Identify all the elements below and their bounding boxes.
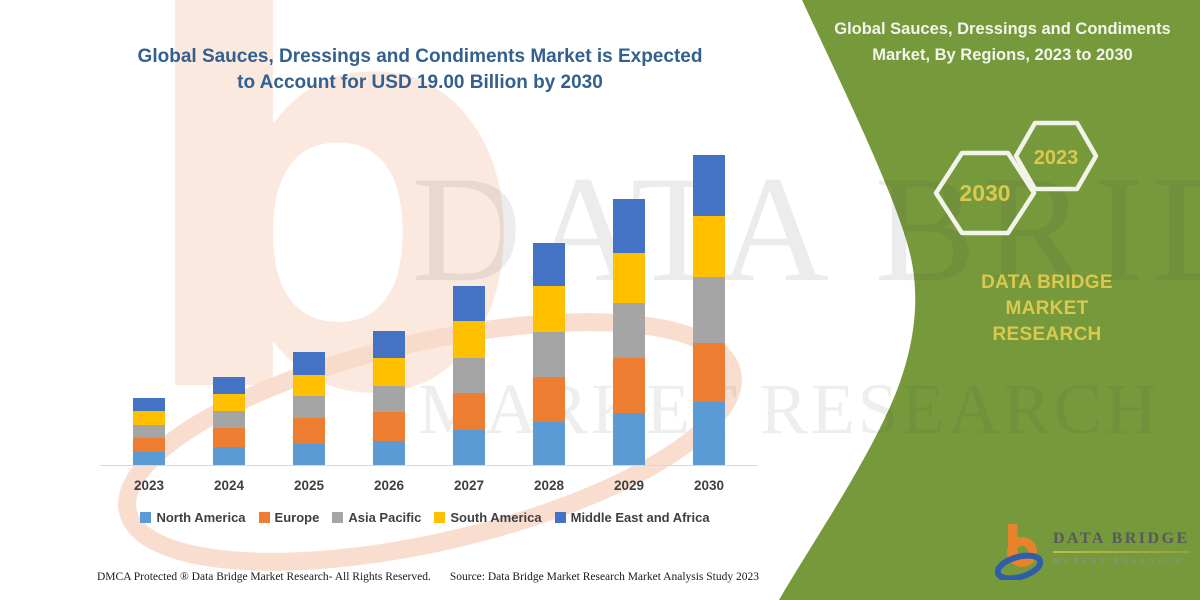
legend-item-middle-east-and-africa: Middle East and Africa	[554, 510, 710, 525]
bar-segment-2026-north-america	[373, 441, 405, 465]
bar-segment-2029-north-america	[613, 412, 645, 465]
chart-title-line1: Global Sauces, Dressings and Condiments …	[137, 46, 703, 67]
bar-segment-2025-south-america	[293, 375, 325, 396]
footer: DMCA Protected ® Data Bridge Market Rese…	[97, 571, 759, 583]
x-axis-line	[100, 465, 758, 466]
legend-swatch-icon	[140, 512, 152, 523]
logo-subtitle: MARKET RESEARCH	[1053, 556, 1186, 565]
logo-underline	[1053, 551, 1190, 553]
bar-segment-2023-south-america	[133, 411, 165, 426]
data-bridge-logo: DATA BRIDGE MARKET RESEARCH	[995, 522, 1190, 580]
right-panel-title-line2: Market, By Regions, 2023 to 2030	[872, 46, 1133, 64]
logo-title: DATA BRIDGE	[1053, 530, 1190, 547]
bar-segment-2030-south-america	[693, 216, 725, 278]
bar-segment-2023-asia-pacific	[133, 425, 165, 439]
hexagon-2030-icon	[933, 150, 1037, 236]
bar-segment-2027-north-america	[453, 429, 485, 465]
hexagon-badges: 2030 2023	[933, 120, 1099, 236]
footer-left-text: DMCA Protected ® Data Bridge Market Rese…	[97, 571, 431, 583]
hexagon-2023-icon	[1013, 120, 1099, 192]
legend-label: Europe	[274, 510, 320, 525]
right-panel-title-line1: Global Sauces, Dressings and Condiments	[834, 20, 1171, 38]
bar-segment-2029-middle-east-and-africa	[613, 199, 645, 253]
brand-text: DATA BRIDGE MARKET RESEARCH	[938, 270, 1156, 348]
bar-segment-2030-europe	[693, 342, 725, 403]
legend: North America Europe Asia Pacific South Ame…	[75, 510, 775, 525]
bar-segment-2029-europe	[613, 358, 645, 413]
bar-segment-2027-europe	[453, 393, 485, 430]
legend-swatch-icon	[554, 512, 566, 523]
bar-segment-2030-middle-east-and-africa	[693, 155, 725, 217]
logo-b-icon	[995, 524, 1043, 580]
hexagon-2030-label: 2030	[959, 180, 1010, 206]
x-axis-label-2030: 2030	[693, 478, 725, 493]
bar-segment-2026-south-america	[373, 358, 405, 386]
bar-segment-2024-europe	[213, 428, 245, 448]
bar-segment-2023-middle-east-and-africa	[133, 398, 165, 412]
bar-segment-2025-middle-east-and-africa	[293, 351, 325, 376]
bar-segment-2029-south-america	[613, 252, 645, 304]
bar-segment-2028-europe	[533, 376, 565, 422]
x-axis-label-2029: 2029	[613, 478, 645, 493]
x-axis-label-2024: 2024	[213, 478, 245, 493]
bar-segment-2030-asia-pacific	[693, 277, 725, 343]
bar-segment-2025-europe	[293, 417, 325, 444]
bar-segment-2026-middle-east-and-africa	[373, 331, 405, 359]
x-axis-label-2026: 2026	[373, 478, 405, 493]
logo-text-block: DATA BRIDGE MARKET RESEARCH	[1053, 522, 1190, 565]
legend-item-europe: Europe	[258, 510, 320, 525]
brand-text-line2: RESEARCH	[992, 324, 1102, 345]
bar-segment-2027-asia-pacific	[453, 358, 485, 394]
legend-swatch-icon	[258, 512, 270, 523]
legend-label: South America	[450, 510, 542, 525]
x-axis-label-2025: 2025	[293, 478, 325, 493]
bar-segment-2024-middle-east-and-africa	[213, 376, 245, 395]
bar-segment-2029-asia-pacific	[613, 303, 645, 359]
bar-segment-2024-south-america	[213, 394, 245, 412]
legend-item-north-america: North America	[140, 510, 246, 525]
x-axis-label-2028: 2028	[533, 478, 565, 493]
bar-segment-2026-europe	[373, 411, 405, 442]
legend-item-south-america: South America	[434, 510, 542, 525]
bar-segment-2028-north-america	[533, 421, 565, 465]
right-panel-title: Global Sauces, Dressings and Condiments …	[830, 16, 1175, 68]
bar-segment-2028-asia-pacific	[533, 332, 565, 377]
bar-segment-2026-asia-pacific	[373, 385, 405, 412]
footer-right-text: Source: Data Bridge Market Research Mark…	[449, 571, 759, 583]
bar-segment-2023-north-america	[133, 451, 165, 465]
legend-item-asia-pacific: Asia Pacific	[332, 510, 421, 525]
legend-label: Middle East and Africa	[570, 510, 710, 525]
chart-title: Global Sauces, Dressings and Condiments …	[130, 44, 710, 96]
bar-segment-2023-europe	[133, 438, 165, 452]
bar-segment-2027-middle-east-and-africa	[453, 286, 485, 322]
bar-segment-2028-south-america	[533, 286, 565, 332]
chart-title-line2: to Account for USD 19.00 Billion by 2030	[237, 72, 603, 93]
bar-segment-2024-north-america	[213, 447, 245, 465]
bar-segment-2027-south-america	[453, 321, 485, 359]
legend-swatch-icon	[434, 512, 446, 523]
legend-label: North America	[156, 510, 246, 525]
hexagon-2023-label: 2023	[1034, 147, 1079, 169]
bar-segment-2030-north-america	[693, 402, 725, 465]
bar-segment-2024-asia-pacific	[213, 411, 245, 429]
bar-segment-2025-asia-pacific	[293, 395, 325, 418]
x-axis-label-2023: 2023	[133, 478, 165, 493]
brand-text-line1: DATA BRIDGE MARKET	[981, 272, 1113, 319]
bar-segment-2025-north-america	[293, 443, 325, 465]
x-axis-label-2027: 2027	[453, 478, 485, 493]
legend-swatch-icon	[332, 512, 344, 523]
legend-label: Asia Pacific	[348, 510, 422, 525]
bar-segment-2028-middle-east-and-africa	[533, 243, 565, 287]
